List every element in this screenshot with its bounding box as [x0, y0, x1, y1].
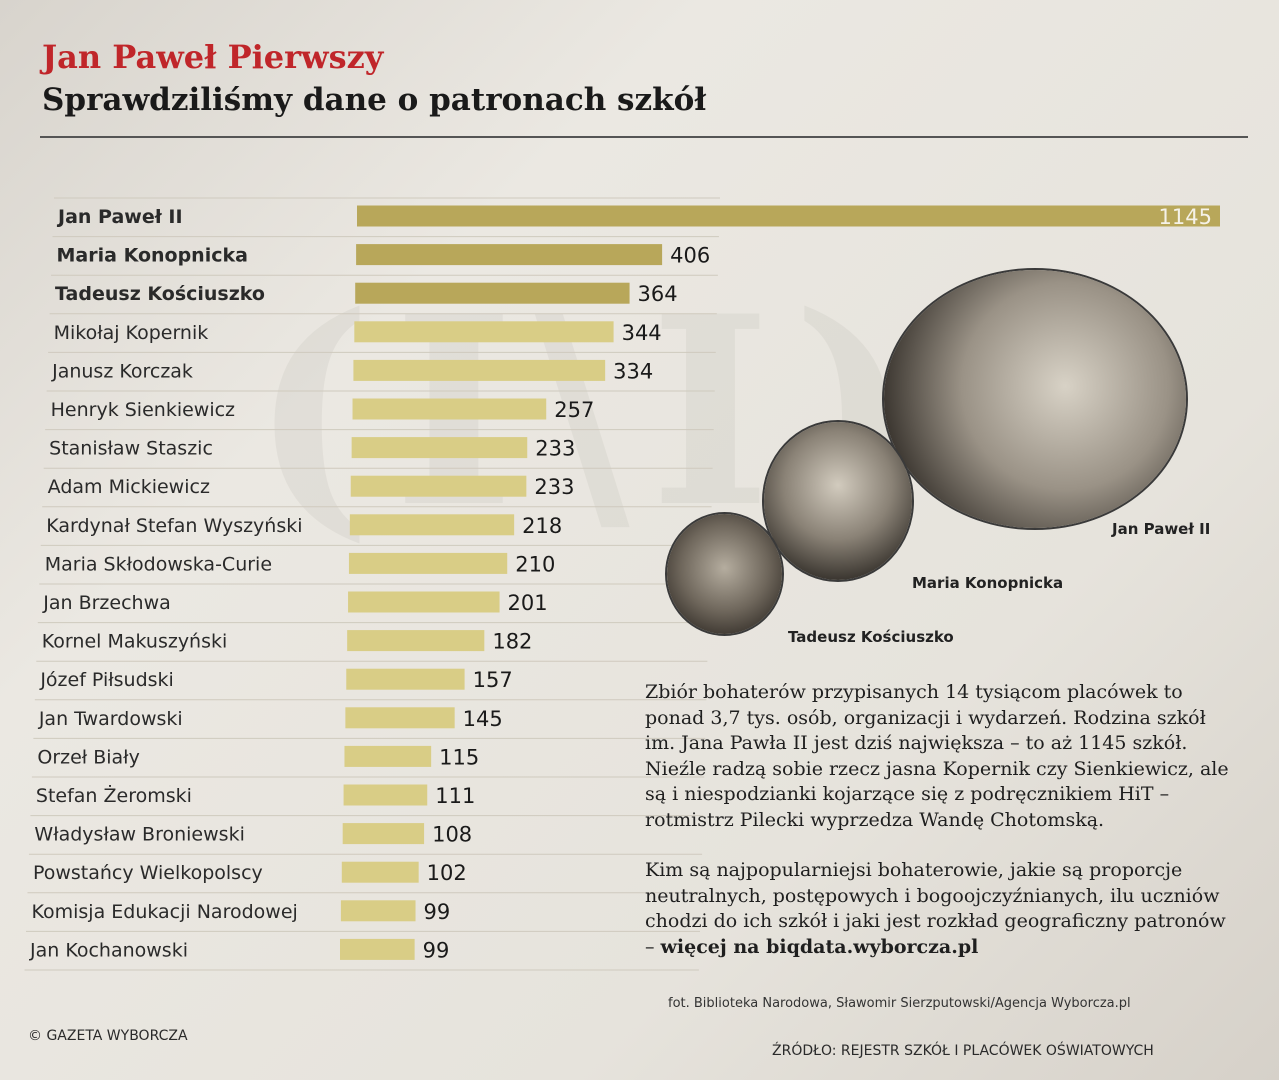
bar [352, 398, 547, 420]
category-label: Mikołaj Kopernik [54, 322, 209, 344]
category-label: Maria Skłodowska-Curie [45, 553, 272, 575]
category-label: Maria Konopnicka [57, 245, 248, 267]
value-label: 201 [508, 591, 548, 615]
category-label: Kardynał Stefan Wyszyński [46, 515, 302, 537]
patron-bar-chart: Jan Paweł II 1145 Maria Konopnicka 406 Tadeu… [24, 197, 1220, 971]
bar [342, 823, 425, 845]
value-label: 233 [535, 437, 575, 461]
value-label: 99 [424, 900, 451, 924]
bar [346, 668, 465, 690]
caption-jan-pawel-ii: Jan Paweł II [1112, 520, 1211, 538]
value-label: 182 [492, 630, 532, 654]
category-label: Adam Mickiewicz [48, 476, 210, 498]
source-note: ŹRÓDŁO: REJESTR SZKÓŁ I PLACÓWEK OŚWIATO… [772, 1043, 1154, 1059]
value-label: 115 [439, 745, 479, 769]
category-label: Tadeusz Kościuszko [55, 283, 265, 305]
bar [341, 861, 419, 883]
bar [343, 784, 428, 806]
photo-tadeusz-kosciuszko [665, 512, 784, 636]
bar [344, 745, 432, 767]
value-label: 406 [670, 244, 710, 268]
category-label: Janusz Korczak [51, 360, 193, 382]
description-paragraph-1: Zbiór bohaterów przypisanych 14 tysiącom… [645, 681, 1229, 831]
bar [353, 359, 606, 381]
value-label: 334 [613, 359, 653, 383]
value-label: 1145 [1159, 205, 1212, 229]
value-label: 99 [423, 938, 450, 962]
value-label: 210 [515, 552, 555, 576]
category-label: Jan Twardowski [38, 708, 183, 730]
caption-tadeusz-kosciuszko: Tadeusz Kościuszko [788, 628, 954, 646]
value-label: 233 [534, 475, 574, 499]
bar [349, 514, 515, 536]
bar [348, 552, 508, 574]
category-label: Jan Kochanowski [29, 939, 188, 961]
category-label: Orzeł Biały [37, 746, 139, 768]
bar [351, 437, 528, 459]
category-label: Władysław Broniewski [34, 824, 244, 846]
bar [356, 244, 663, 266]
description-paragraph-2-text: Kim są najpopularniejsi bohaterowie, jak… [645, 859, 1226, 958]
value-label: 111 [435, 784, 475, 808]
value-label: 157 [473, 668, 513, 692]
category-label: Kornel Makuszyński [42, 631, 228, 653]
bar [348, 591, 500, 613]
photo-maria-konopnicka [762, 420, 914, 582]
value-label: 218 [522, 514, 562, 538]
value-label: 344 [622, 321, 662, 345]
value-label: 108 [432, 823, 472, 847]
value-label: 364 [638, 282, 678, 306]
bar [340, 938, 415, 960]
value-label: 257 [554, 398, 594, 422]
bar [347, 630, 485, 652]
category-label: Stanisław Staszic [49, 438, 213, 460]
copyright: © GAZETA WYBORCZA [28, 1028, 188, 1044]
more-link[interactable]: więcej na biqdata.wyborcza.pl [660, 935, 979, 958]
title-divider [40, 136, 1248, 138]
page-title: Sprawdziliśmy dane o patronach szkół [42, 82, 707, 118]
bar [357, 205, 1220, 227]
category-label: Komisja Edukacji Narodowej [31, 901, 297, 923]
bar [350, 475, 527, 497]
category-label: Józef Piłsudski [39, 669, 174, 691]
category-label: Henryk Sienkiewicz [51, 399, 235, 421]
bar [354, 321, 614, 343]
bar [340, 900, 416, 922]
value-label: 102 [427, 861, 467, 885]
category-label: Stefan Żeromski [36, 784, 192, 807]
category-label: Jan Brzechwa [42, 592, 171, 614]
photo-credit: fot. Biblioteka Narodowa, Sławomir Sierz… [668, 996, 1131, 1011]
bar [355, 282, 630, 304]
photo-jan-pawel-ii [882, 268, 1188, 530]
category-label: Jan Paweł II [56, 206, 183, 228]
category-label: Powstańcy Wielkopolscy [33, 862, 263, 884]
caption-maria-konopnicka: Maria Konopnicka [912, 574, 1064, 592]
description-paragraph-2: Kim są najpopularniejsi bohaterowie, jak… [645, 858, 1235, 960]
value-label: 145 [463, 707, 503, 731]
bar [345, 707, 455, 729]
kicker-headline: Jan Paweł Pierwszy [42, 38, 384, 76]
